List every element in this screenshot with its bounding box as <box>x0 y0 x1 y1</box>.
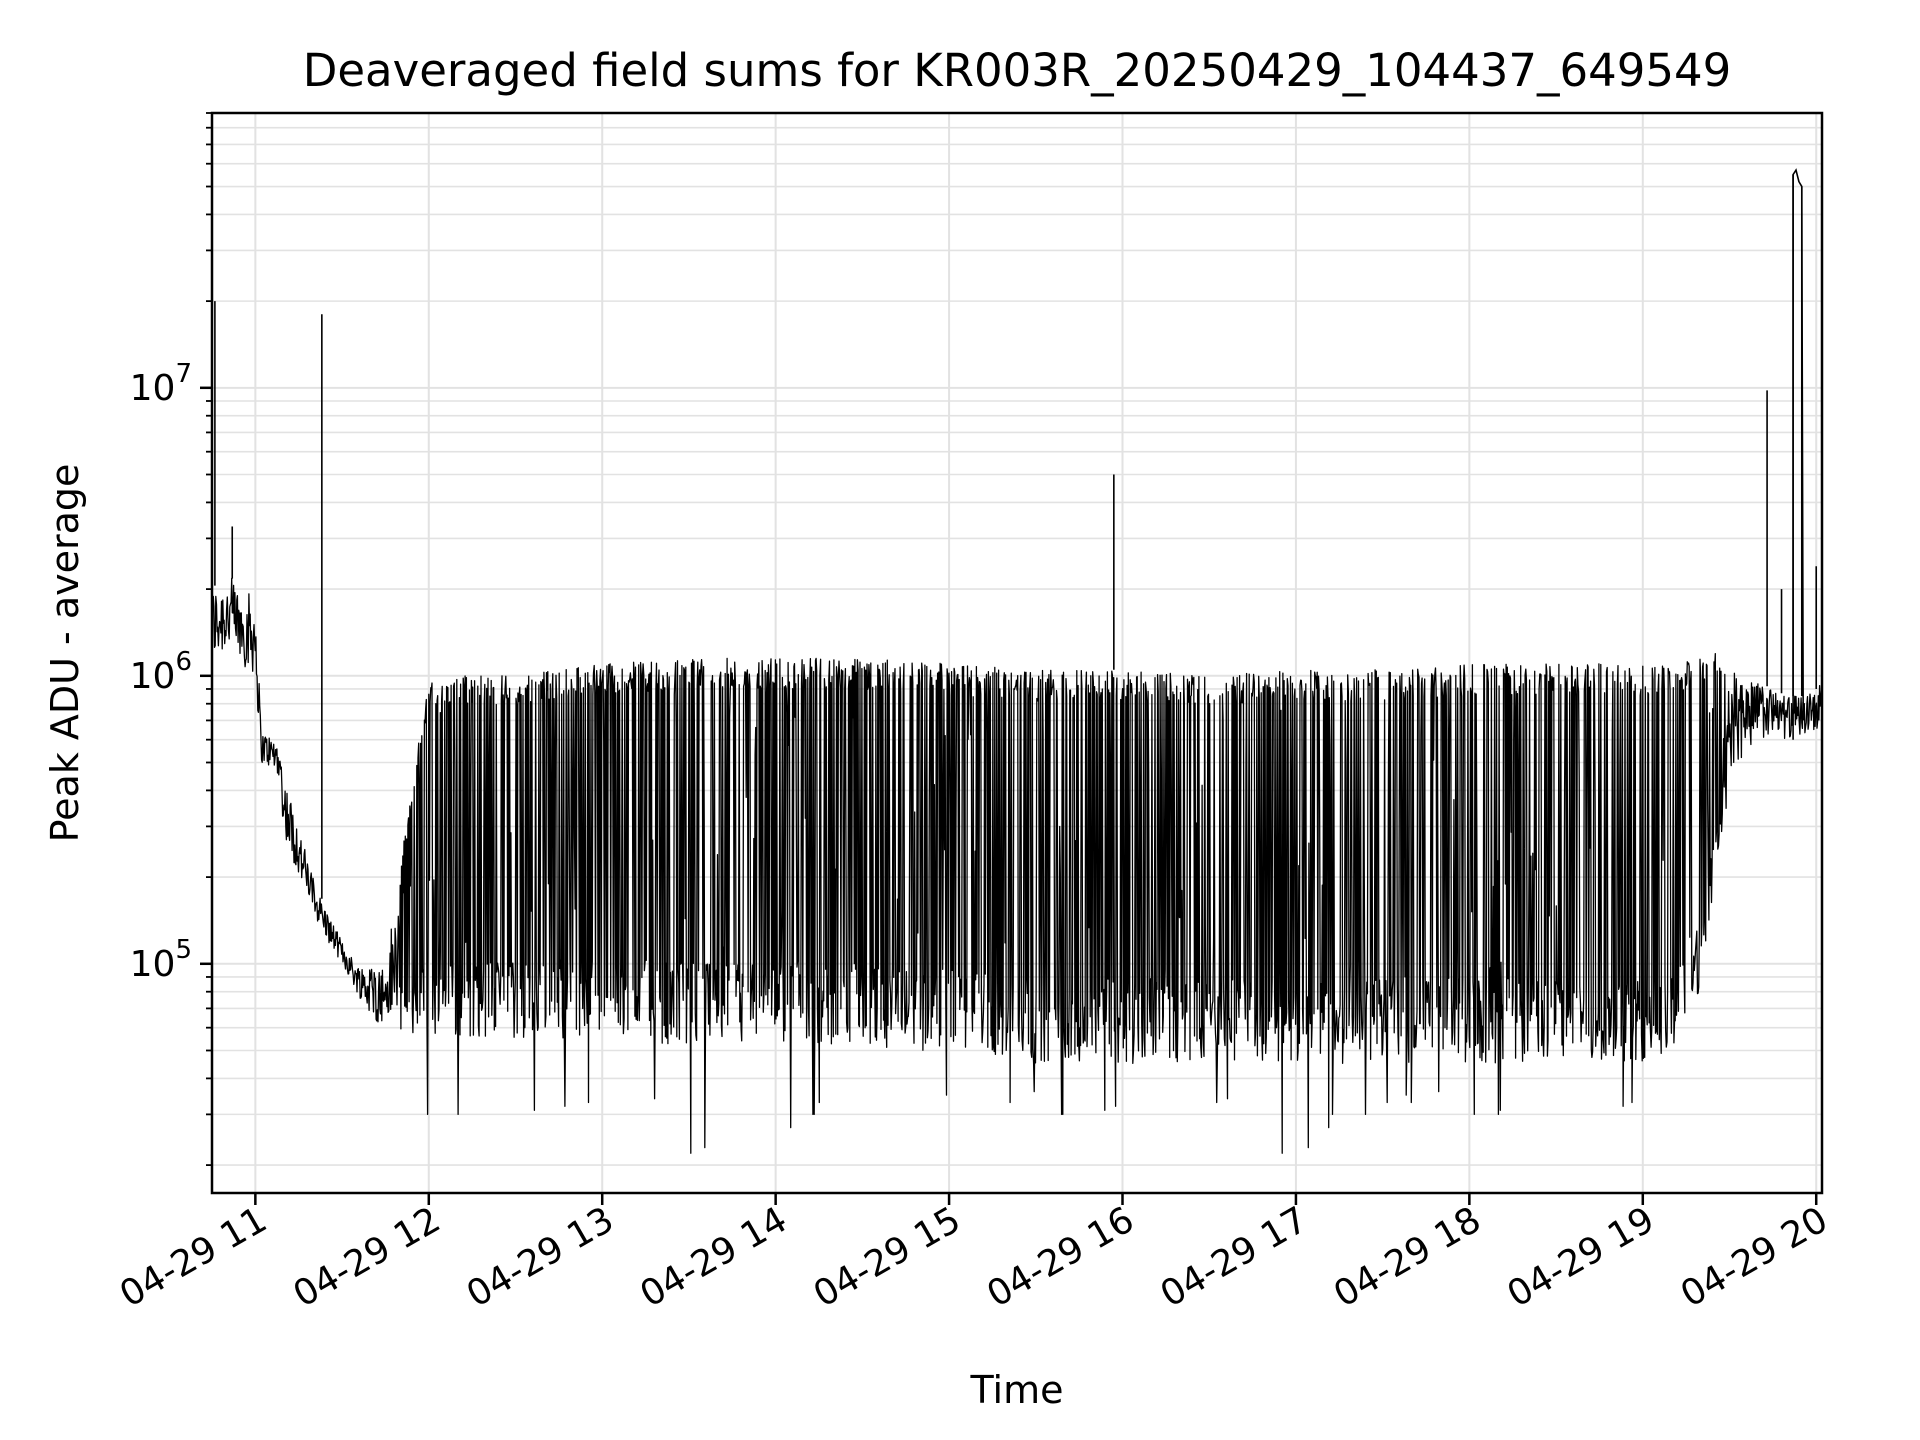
x-tick-label: 04-29 15 <box>807 1199 968 1315</box>
plateau-mark <box>1792 168 1804 740</box>
y-tick-label: 105 <box>130 935 192 985</box>
series-layer <box>212 168 1822 1154</box>
x-tick-label: 04-29 20 <box>1674 1199 1835 1315</box>
x-axis-label: Time <box>970 1368 1064 1412</box>
x-tick-label: 04-29 16 <box>980 1199 1141 1315</box>
y-tick-label: 106 <box>130 647 192 697</box>
x-tick-label: 04-29 18 <box>1327 1199 1488 1315</box>
series-line <box>212 577 1822 1154</box>
chart-title: Deaveraged field sums for KR003R_2025042… <box>303 44 1732 97</box>
plot-frame <box>210 111 1824 1195</box>
x-tick-label: 04-29 17 <box>1154 1199 1315 1315</box>
x-tick-label: 04-29 14 <box>633 1199 794 1315</box>
x-axis-ticks: 04-29 11 04-29 12 04-29 13 04-29 14 04-29 15… <box>113 1193 1835 1316</box>
x-tick-label: 04-29 19 <box>1501 1199 1662 1315</box>
y-tick-label: 107 <box>130 359 192 409</box>
x-tick-label: 04-29 11 <box>113 1199 274 1315</box>
y-axis-label: Peak ADU - average <box>43 464 87 843</box>
x-tick-label: 04-29 13 <box>460 1199 621 1315</box>
y-axis-ticks: 105 106 107 <box>130 112 212 1166</box>
x-tick-label: 04-29 12 <box>287 1199 448 1315</box>
